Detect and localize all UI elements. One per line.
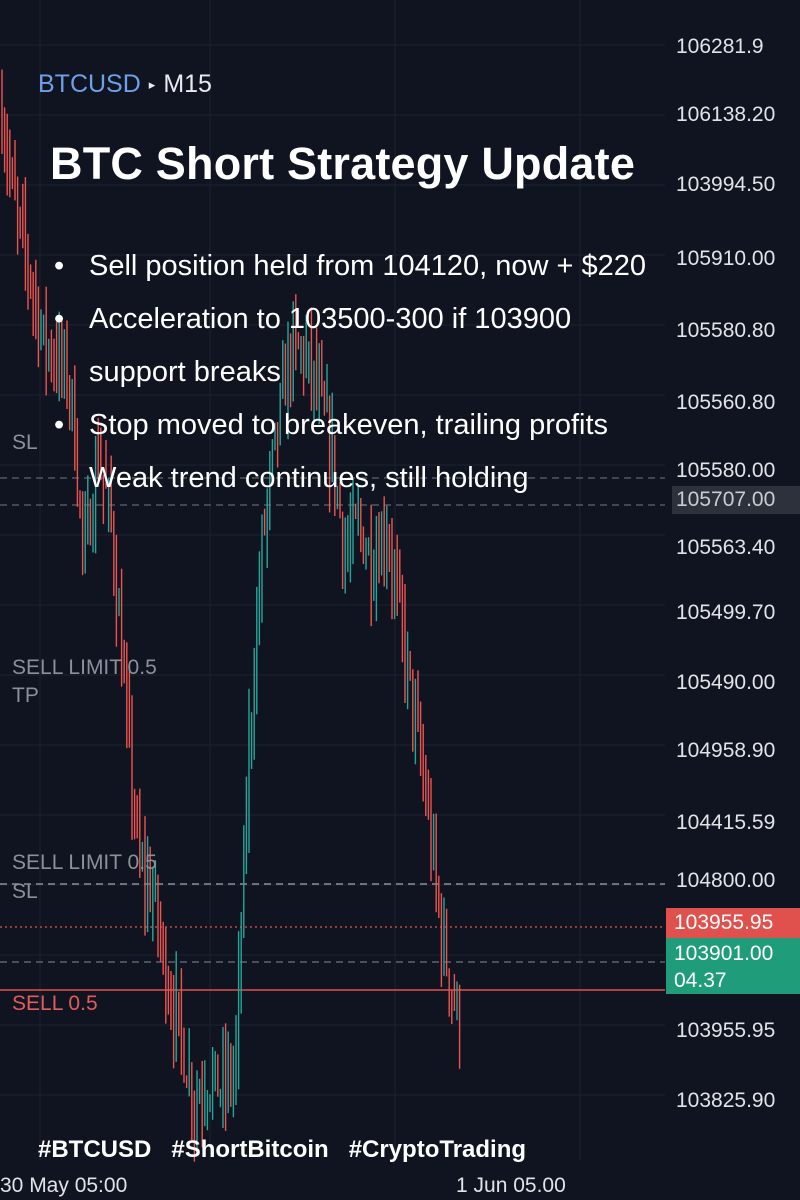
price-tick: 105563.40 [676, 536, 776, 559]
bullet-list: • Sell position held from 104120, now + $… [52, 240, 692, 505]
bullet-text: Weak trend continues, still holding [89, 462, 529, 494]
price-tick: 106281.9 [676, 35, 764, 58]
order-lines [0, 477, 665, 991]
price-tick: 103825.90 [676, 1089, 776, 1112]
headline: BTC Short Strategy Update [50, 138, 636, 189]
sl-label[interactable]: SL [12, 880, 38, 903]
sell-limit-label[interactable]: SELL LIMIT 0.5 [12, 656, 157, 679]
bullet-dot: • [54, 409, 65, 441]
bullet-line: • Sell position held from 104120, now + $… [52, 240, 692, 293]
price-tick: 105490.00 [676, 671, 776, 694]
bar-countdown: 04.37 [674, 969, 727, 992]
caret-right-icon: ▸ [148, 76, 156, 92]
price-tick: 106138.20 [676, 103, 776, 126]
price-tick: 103955.95 [676, 1019, 776, 1042]
bullet-text: support breaks [89, 356, 281, 388]
price-tick: 103994.50 [676, 173, 776, 196]
sell-position-label[interactable]: SELL 0.5 [12, 992, 98, 1015]
tp-label[interactable]: TP [12, 684, 39, 707]
price-line-tag: 105707.00 [672, 486, 800, 514]
timeframe[interactable]: M15 [163, 70, 212, 98]
hashtag: #ShortBitcoin [171, 1136, 329, 1163]
ask-price: 103901.00 [674, 942, 774, 965]
price-tick: 105499.70 [676, 601, 776, 624]
hashtag: #CryptoTrading [348, 1136, 527, 1163]
price-tick: 104415.59 [676, 811, 776, 834]
sl-label[interactable]: SL [12, 431, 38, 454]
ask-price-tag: 103901.00 04.37 [666, 938, 800, 994]
price-tick: 104958.90 [676, 739, 776, 762]
hashtags: #BTCUSD #ShortBitcoin #CryptoTrading [38, 1136, 526, 1164]
hashtag: #BTCUSD [38, 1136, 152, 1163]
time-tick: 30 May 05:00 [0, 1174, 128, 1197]
price-tick: 105580.80 [676, 319, 776, 342]
price-tick: 105580.00 [676, 459, 776, 482]
bullet-line: • Acceleration to 103500-300 if 103900 [52, 293, 692, 346]
bid-price-tag: 103955.95 [666, 908, 800, 938]
bullet-dot: • [54, 303, 65, 335]
time-tick: 1 Jun 05.00 [456, 1174, 566, 1197]
bullet-line: • Stop moved to breakeven, trailing profi… [52, 399, 692, 452]
price-scale[interactable]: 106281.9 106138.20 103994.50 105910.00 1… [666, 0, 800, 1200]
bullet-line: support breaks [52, 346, 692, 399]
bullet-text: Sell position held from 104120, now + $2… [89, 250, 647, 282]
symbol-header[interactable]: BTCUSD ▸ M15 [38, 70, 212, 99]
bullet-text: Acceleration to 103500-300 if 103900 [89, 303, 572, 335]
symbol-name[interactable]: BTCUSD [38, 70, 141, 98]
sell-limit-label[interactable]: SELL LIMIT 0.5 [12, 851, 157, 874]
bullet-line: Weak trend continues, still holding [52, 452, 692, 505]
bullet-text: Stop moved to breakeven, trailing profit… [89, 409, 609, 441]
price-tick: 104800.00 [676, 869, 776, 892]
price-tick: 105560.80 [676, 391, 776, 414]
price-tick: 105910.00 [676, 247, 776, 270]
candles [1, 69, 461, 1162]
bullet-dot: • [54, 250, 65, 282]
